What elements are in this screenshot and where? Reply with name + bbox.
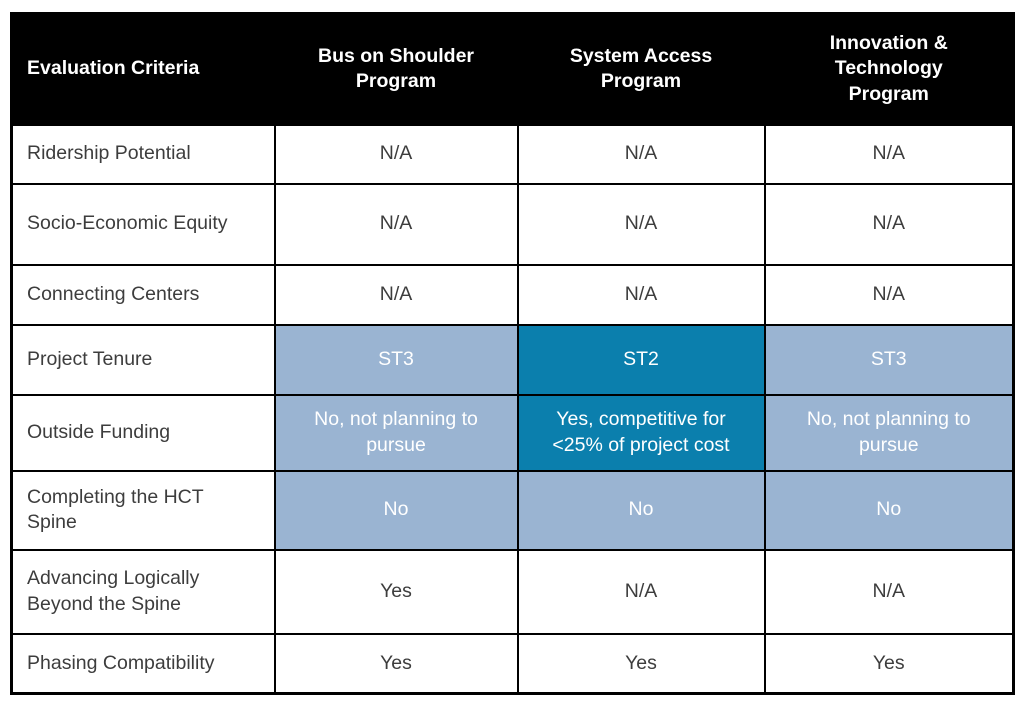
table-row-completing-hct-spine: Completing the HCT Spine No No No bbox=[10, 469, 1015, 551]
value-cell: N/A bbox=[273, 182, 519, 266]
criteria-cell: Connecting Centers bbox=[10, 263, 276, 326]
criteria-cell: Phasing Compatibility bbox=[10, 632, 276, 695]
evaluation-criteria-table: Evaluation Criteria Bus on Shoulder Prog… bbox=[10, 12, 1015, 695]
value-cell-highlight-light: No bbox=[516, 469, 766, 551]
value-cell-highlight-light: ST3 bbox=[763, 323, 1015, 396]
column-header-label: Bus on Shoulder Program bbox=[318, 44, 474, 93]
value-cell: Yes bbox=[273, 548, 519, 635]
criteria-cell: Outside Funding bbox=[10, 393, 276, 472]
header-row: Evaluation Criteria Bus on Shoulder Prog… bbox=[10, 12, 1015, 126]
criteria-cell: Ridership Potential bbox=[10, 123, 276, 185]
column-header-label: System Access Program bbox=[569, 44, 713, 93]
value-cell: N/A bbox=[516, 263, 766, 326]
value-cell-highlight-light: ST3 bbox=[273, 323, 519, 396]
value-cell-highlight-light: No bbox=[763, 469, 1015, 551]
value-cell-highlight-light: No, not planning to pursue bbox=[273, 393, 519, 472]
column-header-bus-on-shoulder-program: Bus on Shoulder Program bbox=[273, 12, 519, 126]
table-row-phasing-compatibility: Phasing Compatibility Yes Yes Yes bbox=[10, 632, 1015, 695]
value-cell: Yes bbox=[763, 632, 1015, 695]
table-row-connecting-centers: Connecting Centers N/A N/A N/A bbox=[10, 263, 1015, 326]
table-row-outside-funding: Outside Funding No, not planning to purs… bbox=[10, 393, 1015, 472]
column-header-system-access-program: System Access Program bbox=[516, 12, 766, 126]
value-cell-highlight-dark: Yes, competitive for <25% of project cos… bbox=[516, 393, 766, 472]
value-cell-highlight-dark: ST2 bbox=[516, 323, 766, 396]
value-cell: N/A bbox=[516, 182, 766, 266]
value-cell-highlight-light: No bbox=[273, 469, 519, 551]
value-cell: N/A bbox=[273, 263, 519, 326]
column-header-evaluation-criteria: Evaluation Criteria bbox=[10, 12, 276, 126]
value-cell: Yes bbox=[273, 632, 519, 695]
table-row-project-tenure: Project Tenure ST3 ST2 ST3 bbox=[10, 323, 1015, 396]
value-cell: N/A bbox=[273, 123, 519, 185]
value-cell: N/A bbox=[763, 123, 1015, 185]
value-cell: Yes bbox=[516, 632, 766, 695]
column-header-label: Innovation & Technology Program bbox=[829, 31, 948, 106]
value-cell: N/A bbox=[763, 548, 1015, 635]
criteria-cell: Socio-Economic Equity bbox=[10, 182, 276, 266]
value-cell-highlight-light: No, not planning to pursue bbox=[763, 393, 1015, 472]
criteria-cell: Advancing Logically Beyond the Spine bbox=[10, 548, 276, 635]
column-header-innovation-technology-program: Innovation & Technology Program bbox=[763, 12, 1015, 126]
value-cell: N/A bbox=[516, 123, 766, 185]
table-row-advancing-logically-beyond-spine: Advancing Logically Beyond the Spine Yes… bbox=[10, 548, 1015, 635]
value-cell: N/A bbox=[763, 263, 1015, 326]
table-row-ridership-potential: Ridership Potential N/A N/A N/A bbox=[10, 123, 1015, 185]
criteria-cell: Project Tenure bbox=[10, 323, 276, 396]
value-cell: N/A bbox=[516, 548, 766, 635]
value-cell: N/A bbox=[763, 182, 1015, 266]
table-row-socio-economic-equity: Socio-Economic Equity N/A N/A N/A bbox=[10, 182, 1015, 266]
column-header-label: Evaluation Criteria bbox=[27, 57, 200, 80]
criteria-cell: Completing the HCT Spine bbox=[10, 469, 276, 551]
